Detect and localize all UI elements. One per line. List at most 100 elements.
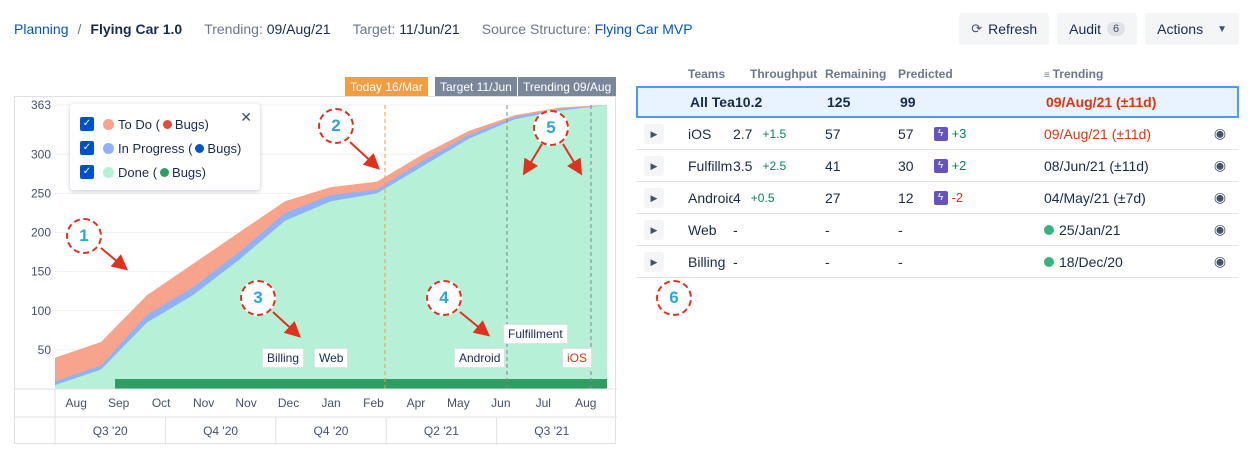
x-month-label: Jul bbox=[536, 396, 551, 410]
table-row[interactable]: ▶ Web - - -25/Jan/21 ◉ bbox=[636, 214, 1239, 246]
remaining-value: 57 bbox=[825, 125, 841, 142]
eye-icon[interactable]: ◉ bbox=[1213, 221, 1227, 237]
breadcrumb-planning-link[interactable]: Planning bbox=[14, 21, 69, 37]
x-quarter-label: Q4 '20 bbox=[203, 424, 238, 438]
throughput-value: 10.2 bbox=[735, 94, 763, 110]
target-meta-value: 11/Jun/21 bbox=[399, 21, 460, 37]
expand-row-icon[interactable]: ▶ bbox=[644, 155, 664, 176]
throughput-value: 4 bbox=[733, 189, 741, 206]
y-tick-label: 300 bbox=[31, 147, 51, 161]
table-row[interactable]: ▶ Fulfillment3.5 +2.5 41 30 ϟ+2 08/Jun/21 (±11… bbox=[636, 150, 1239, 182]
expand-row-icon[interactable]: ▶ bbox=[644, 123, 664, 144]
inprogress-label: In Progress ( bbox=[118, 140, 193, 156]
close-icon[interactable]: ✕ bbox=[240, 109, 252, 125]
expand-row-icon[interactable]: ▶ bbox=[644, 251, 664, 272]
bugs-band bbox=[115, 379, 607, 389]
annotation-badge-4: 4 bbox=[426, 280, 462, 316]
trending-meta-label: Trending: bbox=[204, 21, 263, 37]
annotation-badge-5: 5 bbox=[533, 110, 569, 146]
trending-value: 08/Jun/21 (±11d) bbox=[1044, 157, 1149, 174]
x-month-label: Oct bbox=[152, 396, 171, 410]
table-body: ▶ iOS 2.7 +1.5 57 57 ϟ +3 09/Aug/21 (±11d) ◉ ▶ Fulf… bbox=[636, 118, 1239, 278]
team-name: All Teams bbox=[690, 94, 735, 110]
timeline-label-billing[interactable]: Billing bbox=[262, 348, 305, 368]
header-remaining[interactable]: Remaining bbox=[825, 67, 887, 81]
target-marker-flag: Target 11/Jun bbox=[435, 77, 517, 97]
team-name: Android bbox=[688, 189, 733, 206]
legend-todo[interactable]: ✓ To Do ( Bugs) bbox=[80, 112, 250, 136]
throughput-delta: +1.5 bbox=[762, 126, 787, 141]
x-month-label: Apr bbox=[407, 396, 426, 410]
bug-dot-icon bbox=[162, 119, 172, 129]
audit-button[interactable]: Audit 6 bbox=[1057, 13, 1138, 45]
header-teams[interactable]: Teams bbox=[688, 67, 726, 81]
predicted-value: 30 bbox=[898, 157, 914, 174]
header-predicted[interactable]: Predicted bbox=[898, 67, 953, 81]
x-month-label: Feb bbox=[363, 396, 384, 410]
remaining-value: - bbox=[825, 253, 830, 270]
y-tick-label: 200 bbox=[31, 226, 51, 240]
done-label: Done ( bbox=[118, 164, 158, 180]
eye-icon[interactable]: ◉ bbox=[1213, 253, 1227, 269]
bolt-icon: ϟ bbox=[933, 190, 948, 205]
table-row[interactable]: ▶ Billing - - -18/Dec/20 ◉ bbox=[636, 246, 1239, 278]
eye-icon[interactable]: ◉ bbox=[1213, 157, 1227, 173]
timeline-label-android[interactable]: Android bbox=[454, 348, 506, 368]
bugs-label: Bugs) bbox=[207, 140, 242, 156]
page-title: Flying Car 1.0 bbox=[90, 21, 183, 37]
table-row[interactable]: ▶ Android 4 +0.5 27 12 ϟ -2 04/May/21 (±7d) ◉ bbox=[636, 182, 1239, 214]
predicted-delta: +3 bbox=[951, 126, 967, 141]
trending-meta: Trending: 09/Aug/21 bbox=[204, 21, 330, 37]
todo-swatch-icon bbox=[103, 118, 114, 130]
done-checkbox[interactable]: ✓ bbox=[80, 165, 94, 179]
remaining-value: 27 bbox=[825, 189, 841, 206]
timeline-label-web[interactable]: Web bbox=[314, 348, 349, 368]
predicted-value: 99 bbox=[900, 94, 916, 110]
header-trending-label: Trending bbox=[1052, 67, 1104, 81]
todo-label: To Do ( bbox=[118, 116, 160, 132]
legend-inprogress[interactable]: ✓ In Progress ( Bugs) bbox=[80, 136, 250, 160]
timeline-label-fulfillment[interactable]: Fulfillment bbox=[503, 324, 568, 344]
x-month-label: Jun bbox=[491, 396, 510, 410]
table-header: Teams Throughput Remaining Predicted ≡ T… bbox=[636, 62, 1239, 86]
y-tick-label: 100 bbox=[31, 304, 51, 318]
table-row[interactable]: ▶ iOS 2.7 +1.5 57 57 ϟ +3 09/Aug/21 (±11d) ◉ bbox=[636, 118, 1239, 150]
source-structure-link[interactable]: Flying Car MVP bbox=[594, 21, 693, 37]
throughput-value: 2.7 bbox=[733, 125, 753, 142]
todo-checkbox[interactable]: ✓ bbox=[80, 117, 94, 131]
predicted-value: - bbox=[898, 253, 903, 270]
bug-dot-icon bbox=[195, 143, 205, 153]
throughput-value: 3.5 bbox=[733, 157, 753, 174]
expand-row-icon[interactable]: ▶ bbox=[644, 219, 664, 240]
table-row-all-teams[interactable]: All Teams 10.2 125 99 09/Aug/21 (±11d) bbox=[636, 86, 1239, 118]
throughput-value: - bbox=[733, 221, 738, 238]
breadcrumb-separator: / bbox=[77, 21, 82, 37]
expand-row-icon[interactable]: ▶ bbox=[644, 187, 664, 208]
inprogress-checkbox[interactable]: ✓ bbox=[80, 141, 94, 155]
predicted-value: - bbox=[898, 221, 903, 238]
actions-button[interactable]: Actions ▼ bbox=[1145, 13, 1239, 45]
eye-icon[interactable]: ◉ bbox=[1213, 125, 1227, 141]
team-name: Billing bbox=[688, 253, 726, 270]
x-month-label: Aug bbox=[575, 396, 596, 410]
audit-count-badge: 6 bbox=[1107, 22, 1126, 36]
x-month-label: Dec bbox=[278, 396, 299, 410]
timeline-label-ios[interactable]: iOS bbox=[562, 348, 593, 368]
legend-done[interactable]: ✓ Done ( Bugs) bbox=[80, 160, 250, 184]
eye-icon[interactable]: ◉ bbox=[1213, 189, 1227, 205]
y-tick-label: 150 bbox=[31, 265, 51, 279]
bug-dot-icon bbox=[160, 167, 170, 177]
inprogress-swatch-icon bbox=[103, 142, 114, 154]
x-axis: Aug Sep Oct Nov Nov Dec Jan Feb Apr May Jun Jul Aug Q… bbox=[15, 388, 617, 445]
refresh-button[interactable]: ⟳ Refresh bbox=[959, 13, 1050, 45]
team-name: Web bbox=[688, 221, 717, 238]
header-trending[interactable]: ≡ Trending bbox=[1044, 67, 1201, 81]
x-month-label: Sep bbox=[108, 396, 130, 410]
teams-table: Teams Throughput Remaining Predicted ≡ T… bbox=[636, 62, 1239, 278]
annotation-badge-2: 2 bbox=[318, 108, 354, 144]
sort-icon: ≡ bbox=[1044, 70, 1053, 81]
header-throughput[interactable]: Throughput bbox=[750, 67, 818, 81]
predicted-value: 57 bbox=[898, 125, 914, 142]
x-month-label: Aug bbox=[66, 396, 87, 410]
trending-meta-value: 09/Aug/21 bbox=[266, 21, 331, 37]
